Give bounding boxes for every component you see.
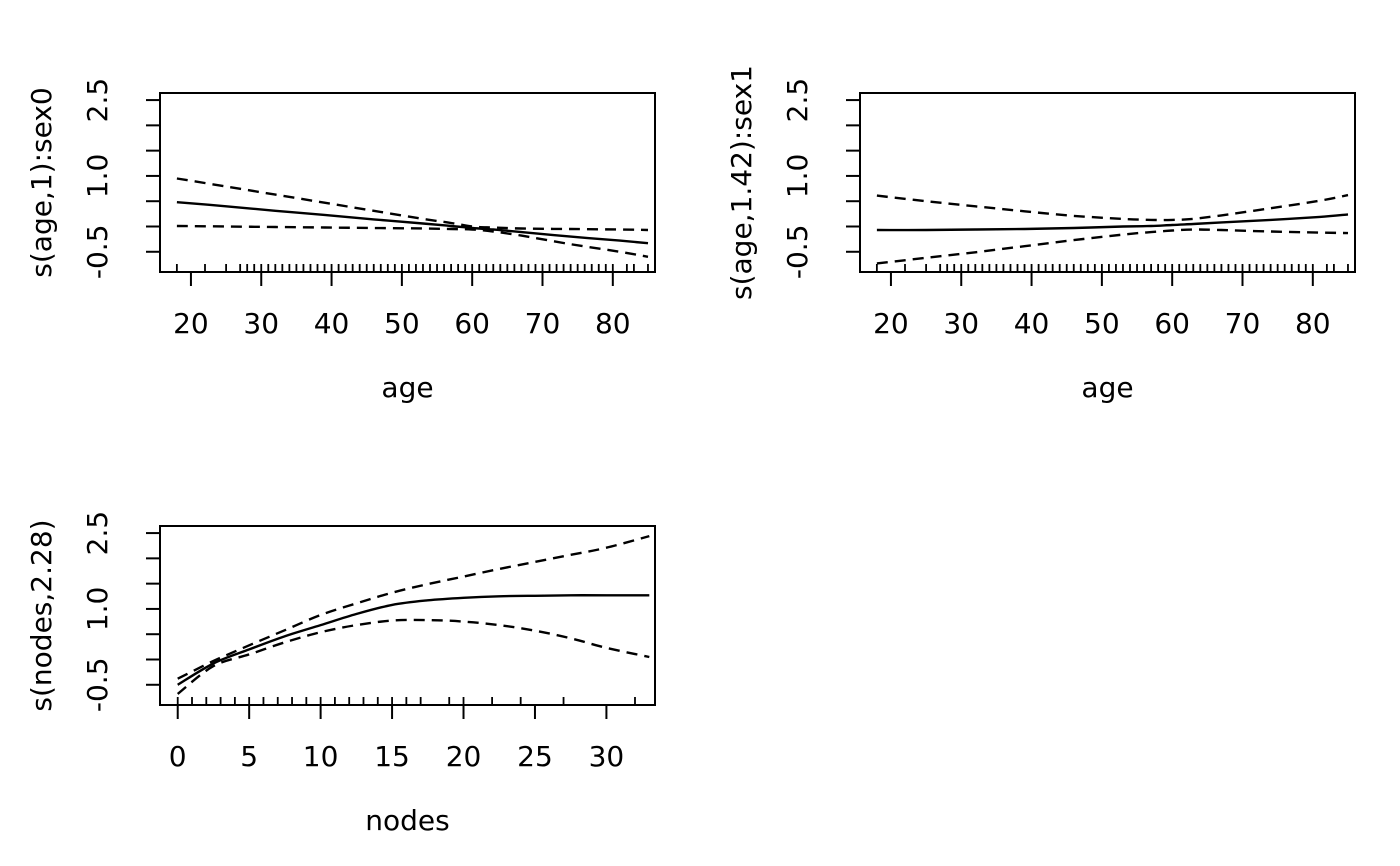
upper-ci-line bbox=[176, 177, 649, 232]
fit-line bbox=[876, 213, 1349, 232]
panel-s-nodes: 0 5 10 15 20 25 30 -0.5 1.0 2.5 nodes s(nodes,2.28) bbox=[0, 433, 700, 866]
x-tick-label: 70 bbox=[1225, 307, 1261, 340]
x-axis-label: age bbox=[381, 371, 433, 404]
x-tick-label: 20 bbox=[173, 307, 209, 340]
lower-ci-line bbox=[176, 224, 649, 258]
x-tick-label: 40 bbox=[314, 307, 350, 340]
empty-quadrant bbox=[700, 433, 1400, 866]
gam-plot-svg-s-nodes: 0 5 10 15 20 25 30 -0.5 1.0 2.5 nodes s(nodes,2.28) bbox=[25, 511, 656, 837]
x-tick-label: 0 bbox=[169, 740, 187, 773]
y-tick-label: -0.5 bbox=[81, 657, 114, 712]
x-tick-label: 70 bbox=[525, 307, 561, 340]
gam-plot-svg-s-age-sex1: 20 30 40 50 60 70 80 -0.5 1.0 2.5 age s(age,1.42):s… bbox=[725, 65, 1356, 404]
gam-plot-svg-s-age-sex0: 20 30 40 50 60 70 80 -0.5 1.0 2.5 age s(age,1):sex0 bbox=[25, 78, 656, 404]
x-tick-label: 5 bbox=[240, 740, 258, 773]
x-tick-label: 20 bbox=[873, 307, 909, 340]
x-tick-label: 30 bbox=[243, 307, 279, 340]
lower-ci-line bbox=[176, 618, 650, 695]
x-tick-label: 30 bbox=[589, 740, 625, 773]
x-tick-label: 80 bbox=[595, 307, 631, 340]
plot-box bbox=[859, 92, 1356, 273]
x-tick-label: 20 bbox=[446, 740, 482, 773]
x-tick-label: 50 bbox=[384, 307, 420, 340]
x-tick-label: 30 bbox=[943, 307, 979, 340]
fit-line bbox=[177, 594, 650, 686]
y-axis-label: s(age,1):sex0 bbox=[25, 87, 58, 277]
y-tick-label: 2.5 bbox=[781, 78, 814, 123]
x-tick-label: 80 bbox=[1295, 307, 1331, 340]
lower-ci-line bbox=[876, 228, 1349, 265]
y-axis-label: s(age,1.42):sex1 bbox=[725, 65, 758, 300]
x-tick-label: 10 bbox=[303, 740, 339, 773]
panel-s-age-sex0: 20 30 40 50 60 70 80 -0.5 1.0 2.5 age s(age,1):sex0 bbox=[0, 0, 700, 433]
y-tick-label: 2.5 bbox=[81, 78, 114, 123]
y-tick-label: 1.0 bbox=[81, 154, 114, 199]
y-tick-label: -0.5 bbox=[81, 224, 114, 279]
y-tick-label: -0.5 bbox=[781, 224, 814, 279]
y-tick-label: 1.0 bbox=[81, 587, 114, 632]
y-tick-label: 1.0 bbox=[781, 154, 814, 199]
y-tick-label: 2.5 bbox=[81, 511, 114, 556]
fit-line bbox=[176, 201, 649, 245]
x-axis-label: age bbox=[1081, 371, 1133, 404]
upper-ci-line bbox=[876, 193, 1349, 222]
upper-ci-line bbox=[177, 534, 650, 680]
y-axis-label: s(nodes,2.28) bbox=[25, 519, 58, 711]
x-tick-label: 50 bbox=[1084, 307, 1120, 340]
panel-s-age-sex1: 20 30 40 50 60 70 80 -0.5 1.0 2.5 age s(age,1.42):s… bbox=[700, 0, 1400, 433]
x-tick-label: 25 bbox=[517, 740, 553, 773]
plot-box bbox=[159, 525, 656, 706]
x-axis-label: nodes bbox=[365, 804, 449, 837]
x-tick-label: 60 bbox=[1154, 307, 1190, 340]
x-tick-label: 15 bbox=[374, 740, 410, 773]
x-tick-label: 60 bbox=[454, 307, 490, 340]
plot-box bbox=[159, 92, 656, 273]
x-tick-label: 40 bbox=[1014, 307, 1050, 340]
